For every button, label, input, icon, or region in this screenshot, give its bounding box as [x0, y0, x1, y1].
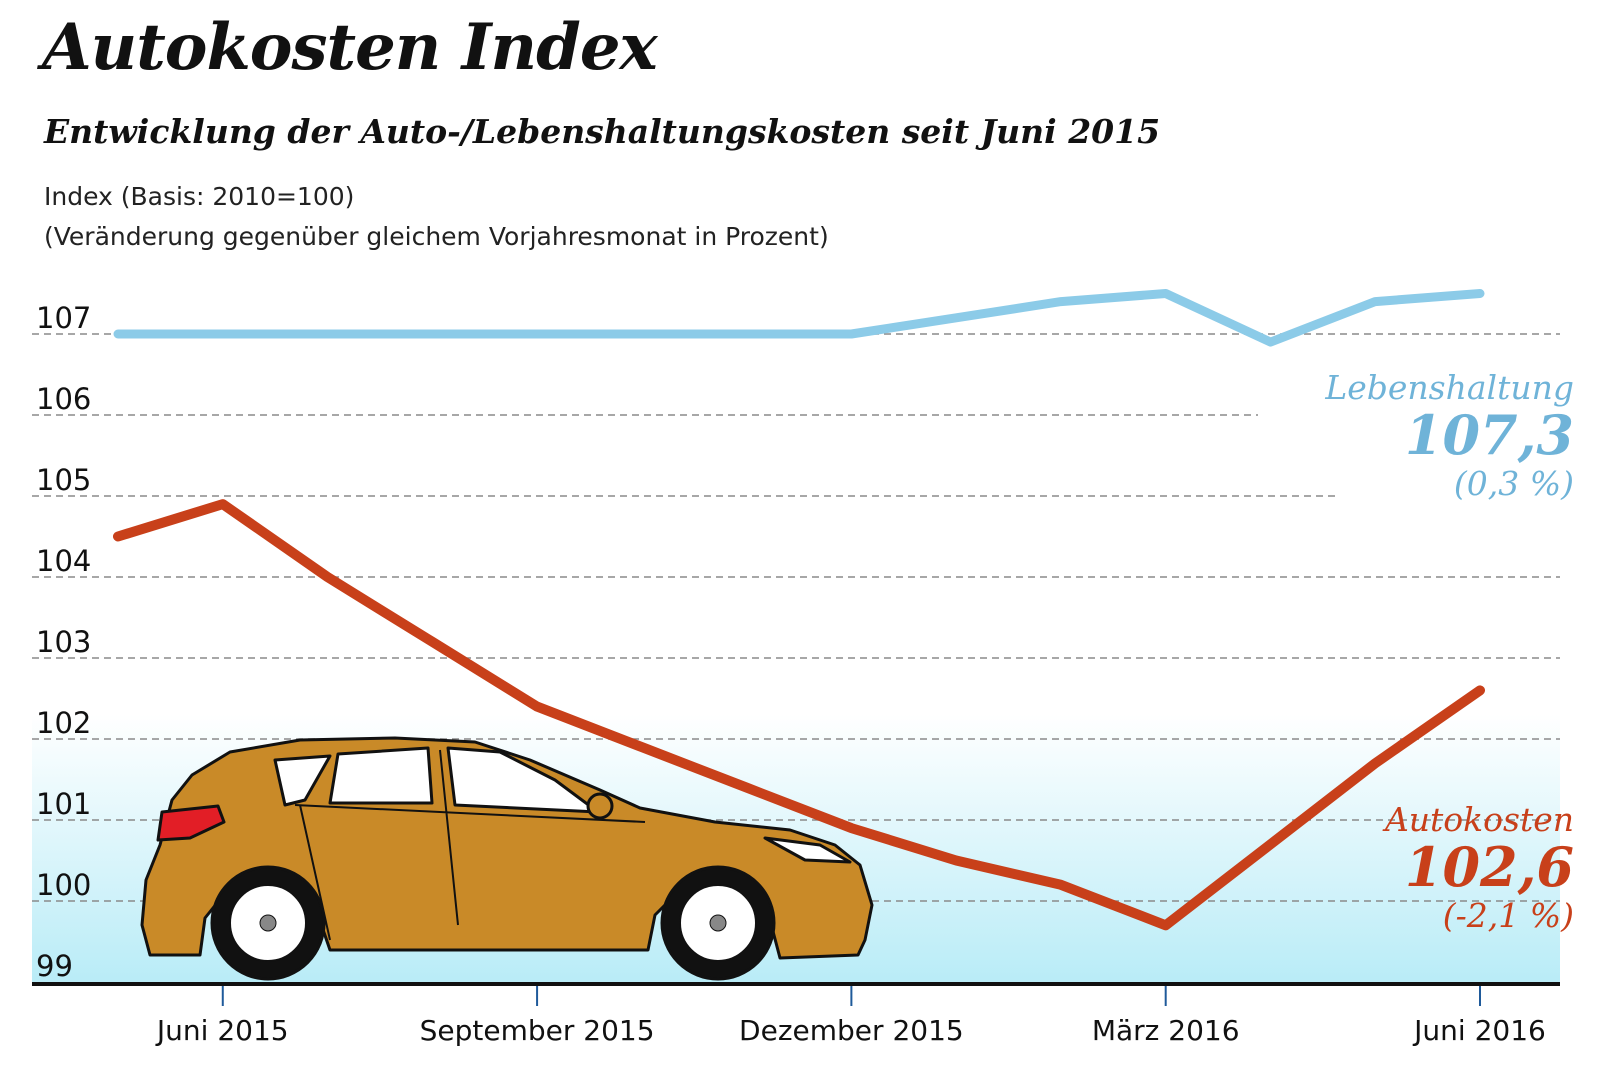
- x-axis-ticks: Juni 2015 September 2015 Dezember 2015 März…: [155, 986, 1546, 1047]
- index-basis-note: Index (Basis: 2010=100): [44, 182, 355, 211]
- series-lines: [113, 289, 1485, 931]
- autokosten-label: Autokosten: [1384, 800, 1574, 839]
- autokosten-change: (-2,1 %): [1442, 895, 1574, 935]
- y-tick-label: 106: [36, 382, 91, 416]
- car-window-front: [446, 746, 600, 814]
- y-tick-label: 104: [36, 544, 91, 578]
- y-tick-label: 102: [36, 706, 91, 740]
- x-tick-label: März 2016: [1092, 1014, 1240, 1047]
- y-tick-label: 105: [36, 463, 91, 497]
- y-axis-tick-labels: 99 100 101 102 103 104 105 106 107: [36, 301, 91, 983]
- y-tick-label: 107: [36, 301, 91, 335]
- x-tick-label: Juni 2015: [155, 1014, 289, 1047]
- car-mirror: [586, 792, 614, 820]
- car-tail-light: [156, 804, 226, 842]
- lebenshaltung-change: (0,3 %): [1453, 463, 1574, 503]
- car-illustration: [140, 736, 874, 981]
- y-tick-label: 99: [36, 949, 73, 983]
- car-window-rear: [273, 754, 332, 807]
- autokosten-value: 102,6: [1404, 835, 1574, 899]
- change-explanation-note: (Veränderung gegenüber gleichem Vorjahre…: [44, 222, 829, 251]
- car-window-middle: [328, 746, 434, 805]
- car-head-light: [763, 836, 852, 864]
- x-tick-label: September 2015: [420, 1014, 655, 1047]
- y-tick-label: 101: [36, 787, 91, 821]
- car-rear-hub: [259, 914, 277, 932]
- autokosten-annotation: Autokosten 102,6 (-2,1 %): [1385, 800, 1574, 935]
- x-tick-label: Juni 2016: [1412, 1014, 1546, 1047]
- y-tick-label: 103: [36, 625, 91, 659]
- x-tick-label: Dezember 2015: [739, 1014, 964, 1047]
- lebenshaltung-value: 107,3: [1404, 403, 1574, 467]
- lebenshaltung-annotation: Lebenshaltung 107,3 (0,3 %): [1325, 368, 1574, 503]
- y-tick-label: 100: [36, 868, 91, 902]
- chart-title: Autokosten Index: [42, 10, 658, 85]
- series-line-lebenshaltung: [113, 289, 1485, 347]
- chart-subtitle: Entwicklung der Auto-/Lebenshaltungskost…: [44, 112, 1161, 151]
- lebenshaltung-label: Lebenshaltung: [1325, 368, 1574, 407]
- series-line-autokosten: [113, 499, 1485, 931]
- car-front-hub: [709, 914, 727, 932]
